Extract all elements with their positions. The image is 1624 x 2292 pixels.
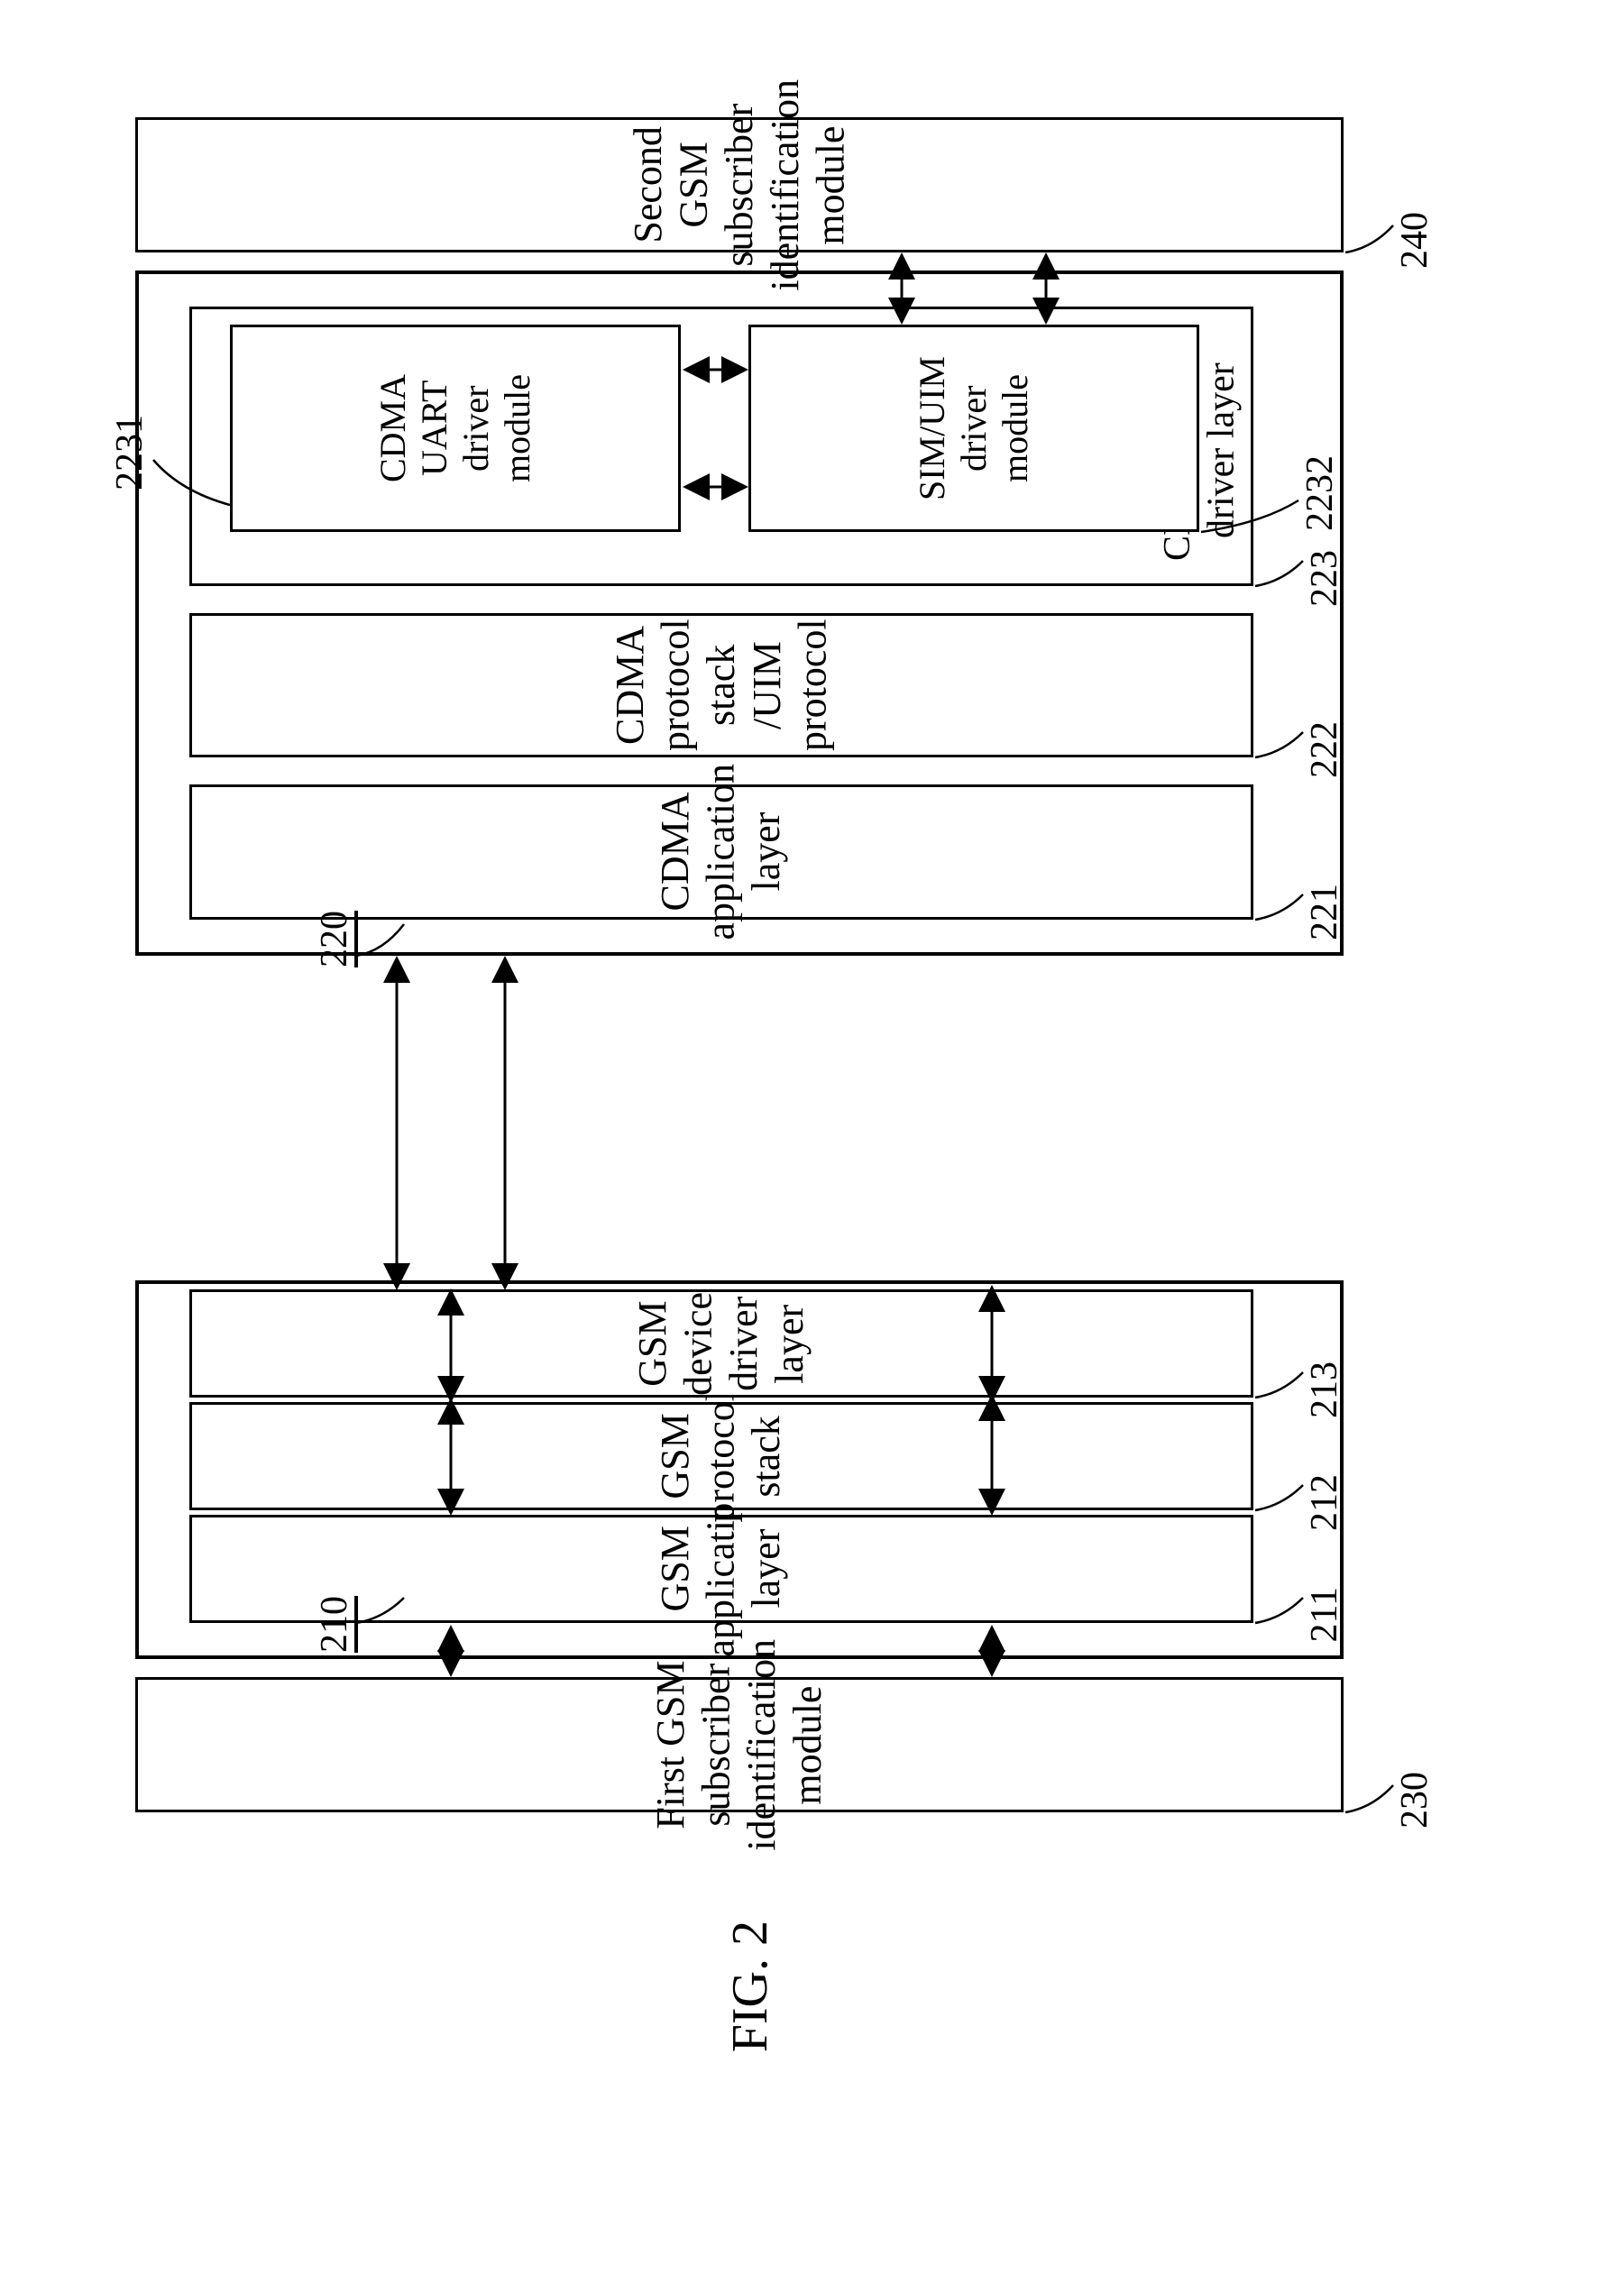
ref-2232: 2232 [1298, 455, 1342, 531]
sim-uim-driver-module: SIM/UIM driver module [748, 325, 1199, 532]
ref-221: 221 [1303, 884, 1346, 940]
figure-label: FIG. 2 [721, 1921, 779, 2052]
gsm-protocol-stack-label: GSM protocol stack [653, 1390, 790, 1523]
cdma-protocol-stack: CDMA protocol stack /UIM protocol [189, 613, 1253, 757]
first-gsm-sim: First GSM subscriber identification modu… [135, 1677, 1344, 1812]
gsm-protocol-stack: GSM protocol stack [189, 1402, 1253, 1510]
cdma-app-layer-label: CDMA application layer [653, 764, 790, 940]
ref-223: 223 [1303, 550, 1346, 607]
gsm-device-driver-layer-label: GSM device driver layer [630, 1292, 812, 1396]
gsm-device-driver-layer: GSM device driver layer [189, 1289, 1253, 1398]
ref-222: 222 [1303, 721, 1346, 778]
ref-213: 213 [1303, 1361, 1346, 1418]
cdma-protocol-stack-label: CDMA protocol stack /UIM protocol [608, 616, 836, 755]
diagram-root: GSM application layer GSM protocol stack… [0, 0, 1624, 2292]
ref-230: 230 [1393, 1772, 1436, 1829]
cdma-uart-driver-module: CDMA UART driver module [230, 325, 681, 532]
ref-210: 210 [313, 1596, 356, 1653]
ref-211: 211 [1303, 1587, 1346, 1642]
ref-240: 240 [1393, 212, 1436, 269]
cdma-app-layer: CDMA application layer [189, 784, 1253, 920]
ref-212: 212 [1303, 1474, 1346, 1531]
ref-2231: 2231 [108, 415, 151, 490]
cdma-uart-driver-module-label: CDMA UART driver module [372, 374, 538, 482]
sim-uim-driver-module-label: SIM/UIM driver module [912, 356, 1036, 500]
first-gsm-sim-label: First GSM subscriber identification modu… [648, 1639, 830, 1851]
ref-220: 220 [313, 911, 356, 967]
second-gsm-sim: Second GSM subscriber identification mod… [135, 117, 1344, 252]
second-gsm-sim-label: Second GSM subscriber identification mod… [626, 79, 854, 291]
